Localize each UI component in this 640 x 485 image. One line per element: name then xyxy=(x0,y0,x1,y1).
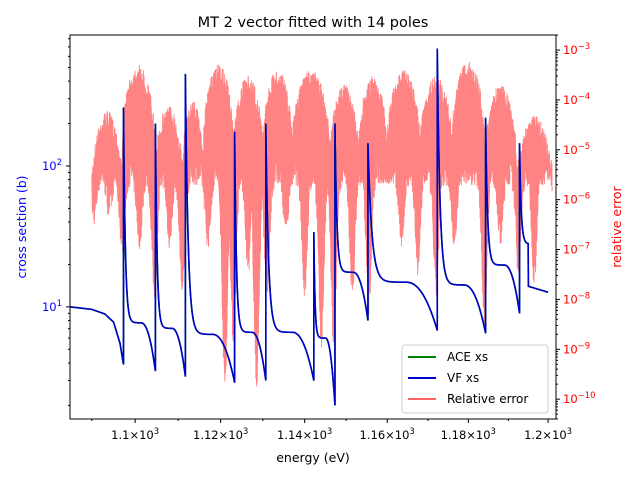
legend: ACE xs VF xs Relative error xyxy=(401,344,549,414)
right-y-tick-label: 10−6 xyxy=(563,192,590,207)
right-y-tick-label: 10−8 xyxy=(563,291,590,306)
x-axis: 1.1×103 1.12×103 1.14×103 1.16×103 1.18×103 1… xyxy=(91,419,572,442)
right-y-tick-label: 10−9 xyxy=(563,341,590,356)
chart-title: MT 2 vector fitted with 14 poles xyxy=(198,15,429,31)
right-y-tick-label: 10−3 xyxy=(563,42,590,57)
left-y-axis: 101 102 xyxy=(42,38,70,406)
x-tick-label: 1.14×103 xyxy=(277,427,332,442)
right-y-axis: 10−10 10−9 10−8 10−7 10−6 10−5 10−4 10−3 xyxy=(556,34,596,420)
right-y-tick-label: 10−4 xyxy=(563,92,590,107)
x-tick-label: 1.18×103 xyxy=(441,427,496,442)
x-tick-label: 1.12×103 xyxy=(193,427,248,442)
relative-error-layer xyxy=(91,61,553,387)
x-tick-label: 1.2×103 xyxy=(524,427,572,442)
x-tick-label: 1.1×103 xyxy=(111,427,159,442)
right-y-tick-label: 10−7 xyxy=(563,242,590,257)
right-y-tick-label: 10−5 xyxy=(563,142,590,157)
legend-box xyxy=(401,344,549,414)
x-axis-label: energy (eV) xyxy=(276,450,350,465)
right-y-tick-label: 10−10 xyxy=(563,391,596,406)
legend-label-relative-error: Relative error xyxy=(447,392,528,406)
legend-label-vf-xs: VF xs xyxy=(447,371,479,385)
cross-section-layer xyxy=(70,48,549,406)
plot-frame xyxy=(69,34,557,420)
vf-xs-line xyxy=(70,48,549,406)
left-y-tick-label: 101 xyxy=(42,299,62,314)
right-y-axis-label: relative error xyxy=(609,185,624,267)
relative-error-line xyxy=(91,61,553,387)
x-tick-label: 1.16×103 xyxy=(360,427,415,442)
left-y-axis-label: cross section (b) xyxy=(14,175,29,278)
legend-label-ace-xs: ACE xs xyxy=(447,350,488,364)
left-y-tick-label: 102 xyxy=(42,158,62,173)
